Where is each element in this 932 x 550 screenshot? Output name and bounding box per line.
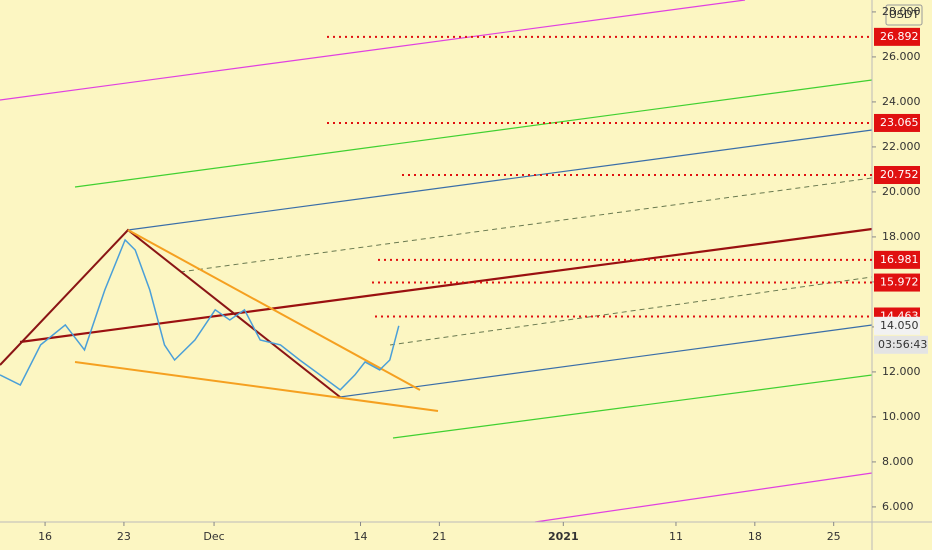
drawings [0, 0, 873, 523]
y-tick-label: 24.000 [882, 95, 921, 108]
trend-line [534, 472, 873, 523]
y-tick-label: 28.000 [882, 5, 921, 18]
x-tick-label: 11 [669, 530, 683, 543]
trend-line [74, 79, 873, 188]
price-level-label: 23.065 [880, 116, 919, 129]
x-tick-label: 23 [117, 530, 131, 543]
price-line [0, 238, 400, 391]
last-price-label: 14.050 [880, 319, 919, 332]
price-level-box [874, 250, 920, 269]
y-tick-label: 12.000 [882, 365, 921, 378]
countdown: 03:56:43 [878, 338, 927, 351]
price-level-box [874, 113, 920, 132]
x-tick-label: 16 [38, 530, 52, 543]
trend-line [127, 129, 873, 231]
x-tick-label: 21 [432, 530, 446, 543]
countdown-box [874, 335, 928, 354]
currency-box [885, 4, 923, 26]
x-tick-label: Dec [203, 530, 224, 543]
y-tick-label: 20.000 [882, 185, 921, 198]
wedge-line [74, 361, 439, 412]
price-level-box [874, 273, 920, 292]
y-tick-label: 10.000 [882, 410, 921, 423]
y-tick-label: 6.000 [882, 500, 914, 513]
price-level-box [874, 166, 920, 185]
trend-line [19, 227, 873, 344]
y-tick-label: 22.000 [882, 140, 921, 153]
y-tick-label: 26.000 [882, 50, 921, 63]
currency: USDT [889, 8, 920, 21]
price-level-box [874, 27, 920, 46]
trend-line [392, 374, 873, 439]
last-price-box [874, 316, 920, 335]
price-level-label: 15.972 [880, 276, 919, 289]
y-tick-label: 18.000 [882, 230, 921, 243]
trend-line [389, 276, 873, 346]
x-tick-label: 2021 [548, 530, 579, 543]
x-tick-label: 25 [827, 530, 841, 543]
wedge-line [127, 229, 421, 391]
trend-line [339, 324, 873, 398]
trend-line [0, 0, 746, 101]
price-level-label: 20.752 [880, 168, 919, 181]
price-level-label: 16.981 [880, 253, 919, 266]
x-tick-label: 14 [354, 530, 368, 543]
x-tick-label: 18 [748, 530, 762, 543]
y-tick-label: 8.000 [882, 455, 914, 468]
price-level-label: 26.892 [880, 30, 919, 43]
